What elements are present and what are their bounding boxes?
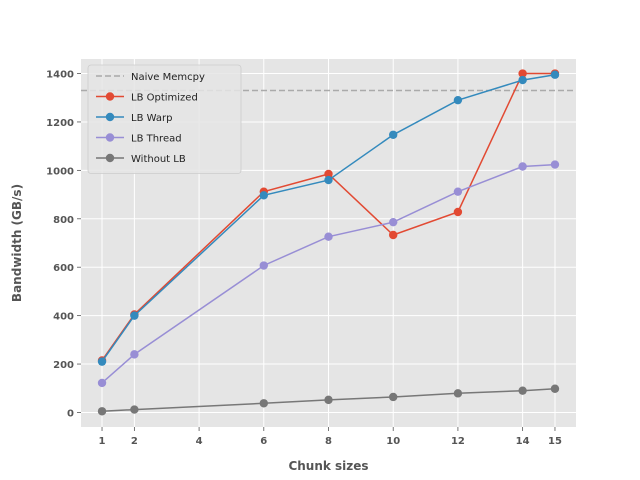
y-tick-label: 1400 xyxy=(46,70,74,81)
x-axis-ticks: 1 2 4 6 8 10 12 14 15 xyxy=(99,427,562,447)
legend-item: Naive Memcpy xyxy=(96,72,205,83)
y-tick-label: 800 xyxy=(53,215,74,226)
data-point xyxy=(518,386,527,395)
data-point xyxy=(130,405,139,414)
series-lb-thread xyxy=(97,160,560,388)
data-point xyxy=(550,384,560,393)
legend-marker xyxy=(105,92,115,101)
series-line xyxy=(101,387,556,413)
y-tick-label: 1000 xyxy=(46,166,74,177)
legend-label: LB Thread xyxy=(131,134,182,145)
data-point xyxy=(259,399,268,408)
x-tick-label: 6 xyxy=(260,436,267,447)
data-point xyxy=(453,187,463,196)
x-axis-title: Chunk sizes xyxy=(288,459,368,473)
data-point xyxy=(389,130,398,139)
y-tick-label: 400 xyxy=(53,312,74,323)
x-tick-label: 2 xyxy=(131,436,138,447)
series-lb-warp xyxy=(97,70,560,366)
data-point xyxy=(259,261,268,270)
data-point xyxy=(324,175,333,185)
legend-item: LB Optimized xyxy=(96,92,198,104)
legend-label: Without LB xyxy=(131,154,186,165)
x-tick-label: 12 xyxy=(451,436,465,447)
data-point xyxy=(324,169,333,179)
data-point xyxy=(97,407,107,416)
data-point xyxy=(97,378,107,388)
legend-item: LB Warp xyxy=(96,112,172,124)
data-point xyxy=(324,232,333,241)
data-point xyxy=(453,389,463,398)
legend-label: LB Optimized xyxy=(131,93,198,104)
x-tick-label: 10 xyxy=(386,436,400,447)
data-point xyxy=(453,207,463,217)
x-tick-label: 14 xyxy=(516,436,530,447)
x-tick-label: 15 xyxy=(548,436,562,447)
legend-marker xyxy=(105,133,115,142)
data-point xyxy=(130,311,139,320)
legend-box xyxy=(87,64,242,174)
data-point xyxy=(550,70,560,79)
x-tick-label: 8 xyxy=(325,436,332,447)
legend-item: LB Thread xyxy=(96,133,182,145)
legend-marker xyxy=(105,112,115,122)
legend-label: LB Warp xyxy=(131,113,172,124)
x-tick-label: 1 xyxy=(99,436,106,447)
data-point xyxy=(389,392,398,402)
y-tick-label: 600 xyxy=(53,263,74,274)
data-point xyxy=(550,160,560,169)
y-axis-ticks: 0 200 400 600 800 1000 1200 1400 xyxy=(46,70,81,419)
y-tick-label: 0 xyxy=(67,408,74,419)
series-line xyxy=(101,73,556,363)
y-axis-title: Bandwidth (GB/s) xyxy=(10,184,24,302)
legend-marker xyxy=(105,153,115,163)
legend: Naive Memcpy LB Optimized LB Warp LB Thread… xyxy=(87,64,242,174)
data-point xyxy=(259,191,268,200)
data-point xyxy=(518,69,527,78)
series-line xyxy=(101,163,556,384)
y-tick-label: 200 xyxy=(53,360,74,371)
x-tick-label: 4 xyxy=(196,436,203,447)
data-point xyxy=(518,162,527,171)
data-point xyxy=(389,217,398,227)
legend-item: Without LB xyxy=(96,153,186,165)
series-line xyxy=(101,72,555,361)
series-without-lb xyxy=(97,384,560,416)
legend-label: Naive Memcpy xyxy=(131,72,205,83)
data-point xyxy=(389,230,398,240)
data-point xyxy=(97,357,107,366)
data-series xyxy=(97,69,560,416)
data-point xyxy=(130,350,139,359)
y-tick-label: 1200 xyxy=(46,118,74,129)
data-point xyxy=(324,395,333,405)
data-point xyxy=(453,95,463,105)
data-point xyxy=(518,75,527,85)
